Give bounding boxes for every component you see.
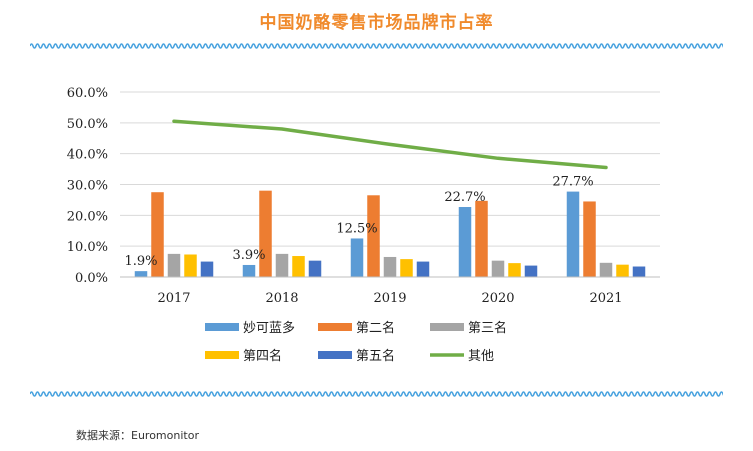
bar-第三名-2017 (167, 253, 181, 277)
legend-swatch-第三名 (430, 323, 464, 331)
x-tick-label: 2020 (481, 291, 514, 306)
bar-妙可蓝多-2019 (350, 238, 364, 277)
data-label: 12.5% (336, 221, 377, 236)
data-label: 22.7% (444, 190, 485, 205)
legend-swatch-第五名 (318, 351, 352, 359)
bar-第二名-2021 (583, 201, 596, 277)
x-tick-label: 2018 (265, 291, 298, 306)
bar-第五名-2018 (308, 260, 322, 277)
bar-第五名-2019 (416, 261, 430, 277)
bar-第二名-2018 (259, 190, 272, 277)
y-tick-label: 50.0% (67, 117, 108, 132)
bar-第二名-2020 (475, 200, 488, 277)
bar-第五名-2020 (524, 265, 538, 277)
bar-第三名-2020 (491, 260, 505, 277)
bar-第五名-2021 (632, 266, 646, 277)
y-tick-label: 30.0% (67, 179, 108, 194)
y-tick-label: 10.0% (67, 240, 108, 255)
x-tick-label: 2019 (373, 291, 406, 306)
y-tick-label: 20.0% (67, 209, 108, 224)
bar-妙可蓝多-2017 (134, 271, 148, 277)
x-tick-label: 2021 (589, 291, 622, 306)
legend-label-第二名: 第二名 (356, 320, 395, 336)
bar-第四名-2020 (508, 263, 521, 277)
bar-妙可蓝多-2020 (458, 207, 472, 277)
bar-第四名-2017 (184, 254, 197, 277)
bar-第二名-2017 (151, 192, 164, 277)
bar-妙可蓝多-2018 (242, 264, 256, 277)
legend-label-妙可蓝多: 妙可蓝多 (243, 320, 295, 336)
x-tick-label: 2017 (157, 291, 190, 306)
line-其他 (172, 119, 608, 170)
bar-第四名-2019 (400, 259, 413, 277)
source-note: 数据来源：Euromonitor (76, 429, 199, 442)
data-label: 1.9% (124, 254, 157, 269)
y-tick-label: 40.0% (67, 148, 108, 163)
legend-label-第四名: 第四名 (243, 348, 282, 364)
top-wave-divider (30, 43, 723, 49)
legend-label-第三名: 第三名 (468, 320, 507, 336)
bottom-wave-divider (30, 391, 723, 397)
legend-swatch-妙可蓝多 (205, 323, 239, 331)
chart-title: 中国奶酪零售市场品牌市占率 (259, 13, 494, 33)
bar-第二名-2019 (367, 195, 380, 277)
y-tick-label: 60.0% (67, 86, 108, 101)
bar-第三名-2019 (383, 256, 397, 277)
legend-label-第五名: 第五名 (356, 348, 395, 364)
legend-swatch-第四名 (205, 351, 239, 359)
legend-swatch-第二名 (318, 323, 352, 331)
bar-第三名-2018 (275, 253, 289, 277)
data-label: 27.7% (552, 175, 593, 190)
bar-第四名-2021 (616, 264, 629, 277)
data-label: 3.9% (232, 248, 265, 263)
bar-第五名-2017 (200, 261, 214, 277)
legend-label-其他: 其他 (468, 349, 494, 364)
bar-第三名-2021 (599, 262, 613, 277)
bar-第四名-2018 (292, 256, 305, 277)
y-tick-label: 0.0% (75, 271, 108, 286)
bar-妙可蓝多-2021 (566, 191, 580, 277)
